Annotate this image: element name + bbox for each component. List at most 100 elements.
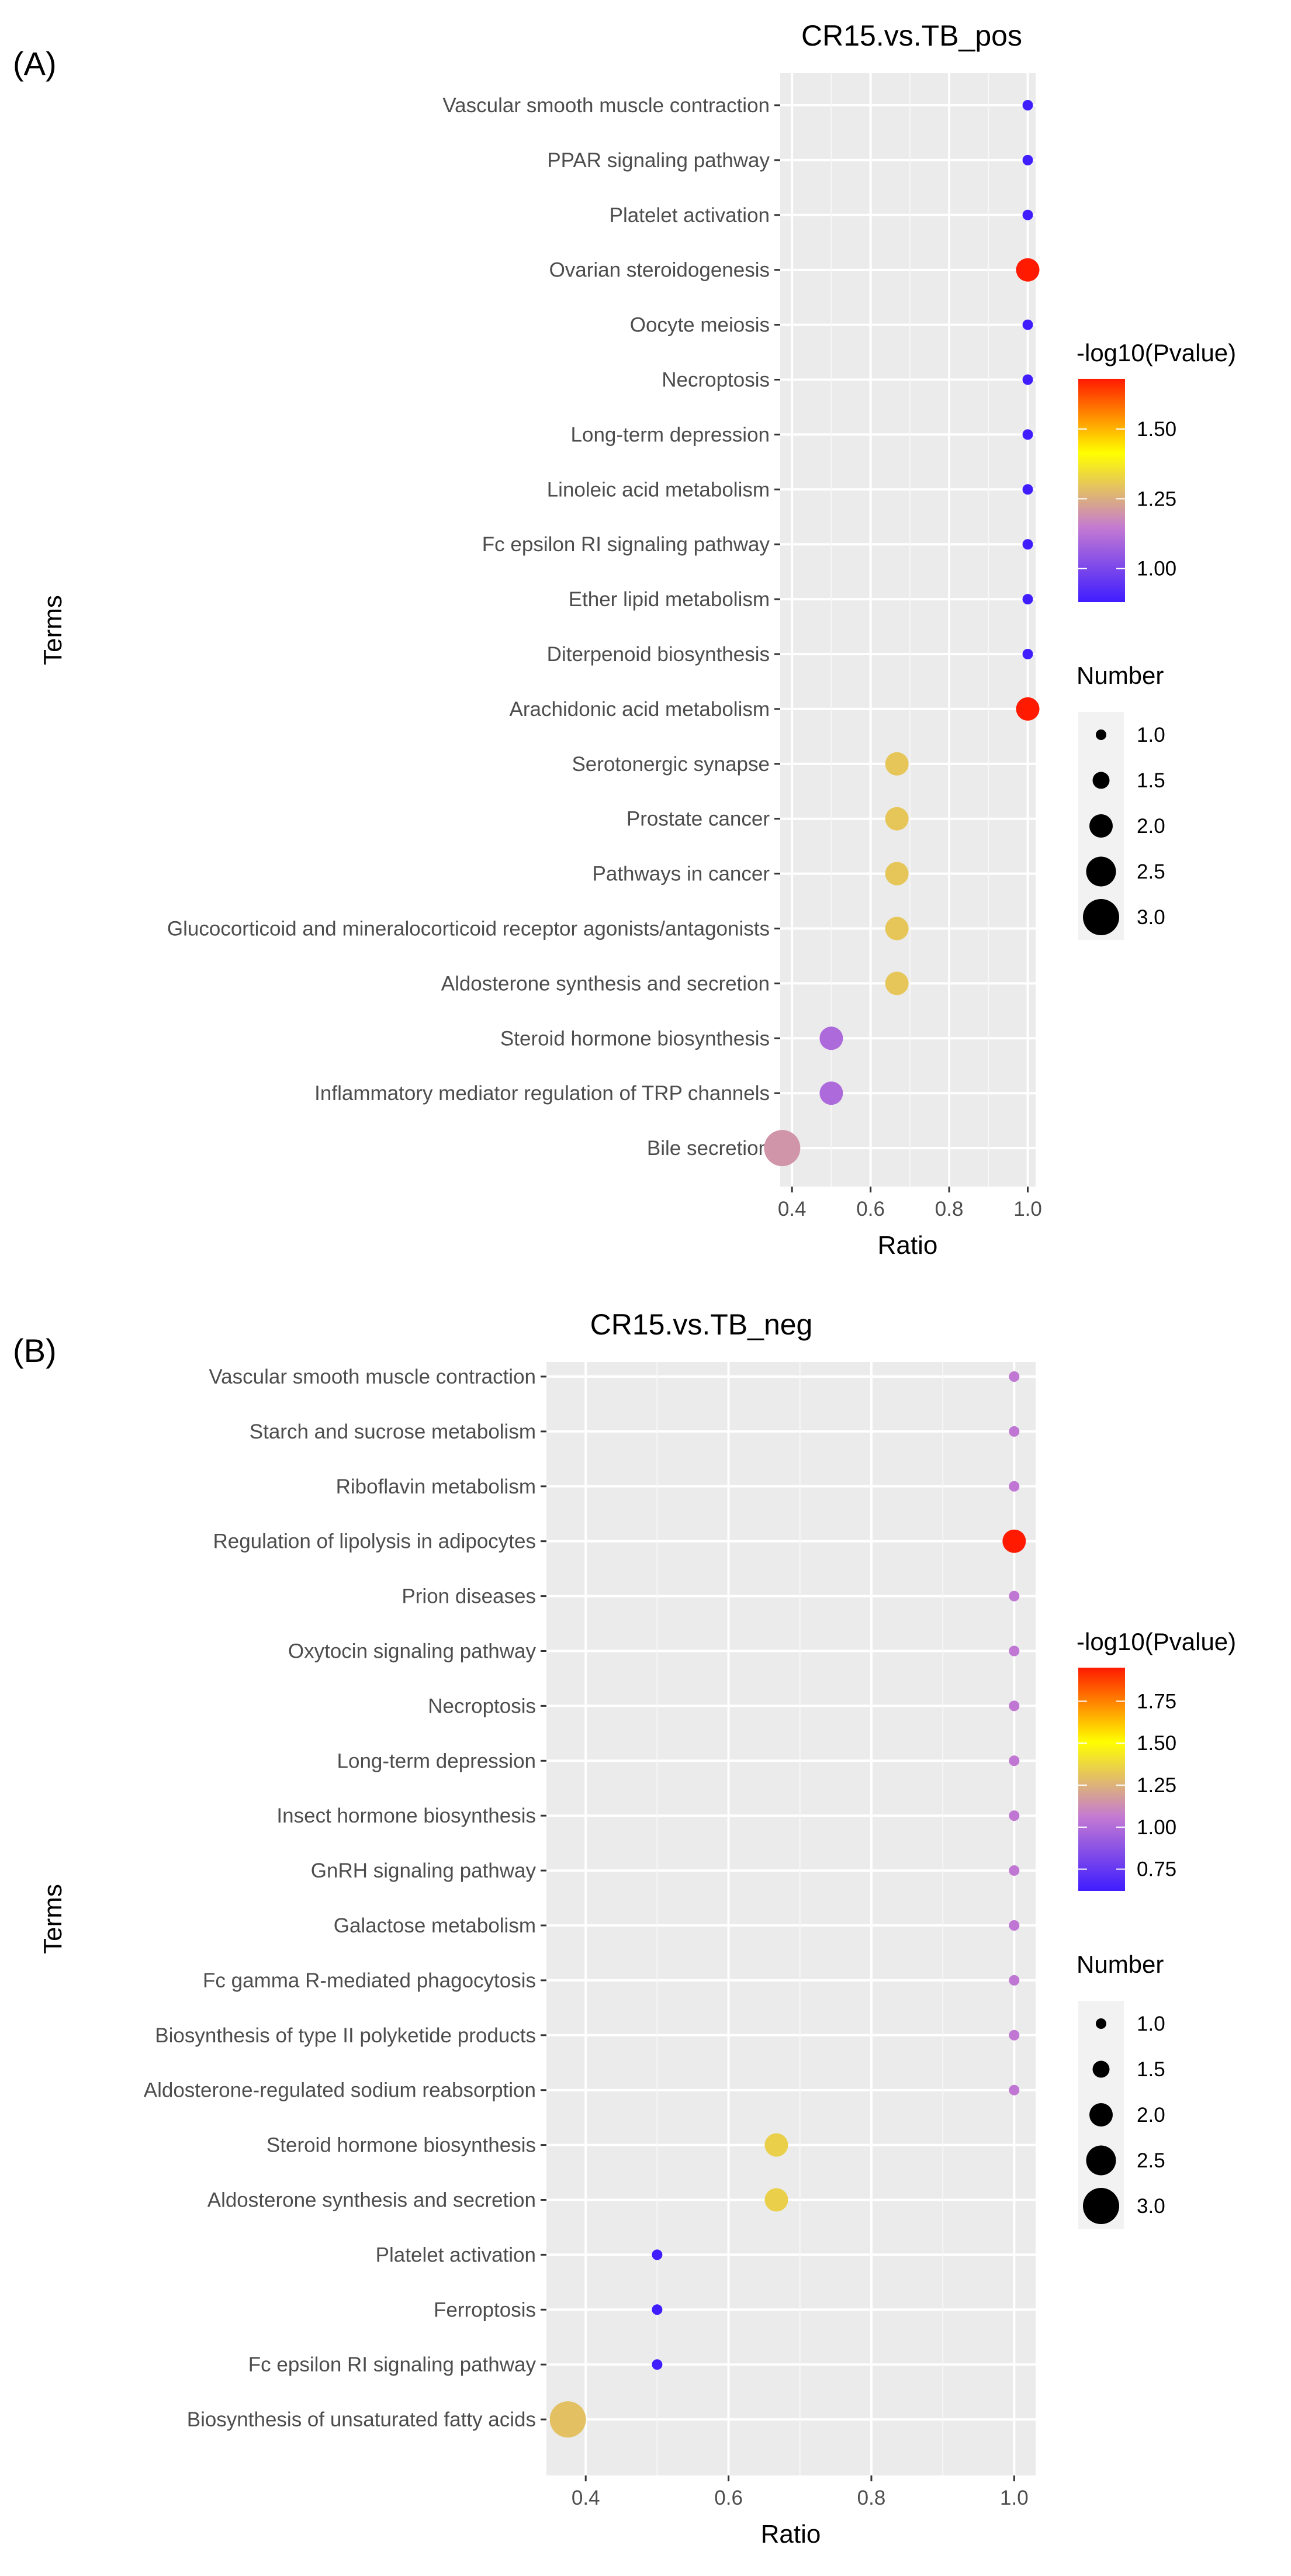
size-key-label: 3.0 <box>1137 906 1165 929</box>
size-legend-title: Number <box>1077 662 1164 689</box>
data-point <box>1016 697 1040 721</box>
size-key-label: 2.5 <box>1137 2149 1165 2172</box>
x-tick-label: 1.0 <box>1013 1198 1042 1220</box>
color-bar <box>1078 1668 1125 1891</box>
data-point <box>764 2133 788 2157</box>
data-point <box>1009 1371 1020 1382</box>
color-legend: -log10(Pvalue) 1.00 1.25 1.50 <box>1077 339 1236 602</box>
x-tick-label: 0.6 <box>714 2487 743 2509</box>
y-tick-label: Riboflavin metabolism <box>336 1475 536 1498</box>
color-bar <box>1078 379 1125 602</box>
data-point <box>1009 1645 1020 1657</box>
chart-title: CR15.vs.TB_neg <box>590 1308 813 1341</box>
y-tick-label: Glucocorticoid and mineralocorticoid rec… <box>167 918 770 941</box>
y-tick-label: Starch and sucrose metabolism <box>250 1420 536 1443</box>
panel-a: (A) CR15.vs.TB_pos Vascular smooth muscl… <box>13 19 1236 1260</box>
x-axis-title: Ratio <box>878 1231 938 1260</box>
size-legend-items: 1.0 1.5 2.0 2.5 3.0 <box>1078 2001 1165 2229</box>
y-tick-label: Vascular smooth muscle contraction <box>209 1365 536 1388</box>
size-legend: Number 1.0 1.5 2.0 2.5 3.0 <box>1077 1951 1165 2229</box>
color-tick-label: 1.25 <box>1137 1774 1176 1797</box>
data-points <box>549 1371 1026 2438</box>
data-point <box>1009 1810 1020 1821</box>
y-tick-label: Serotonergic synapse <box>572 753 770 776</box>
y-tick-label: Linoleic acid metabolism <box>547 478 770 501</box>
size-key-label: 1.5 <box>1137 769 1165 792</box>
size-key-label: 2.0 <box>1137 2104 1165 2127</box>
size-key-dot <box>1089 2103 1113 2127</box>
data-point <box>1009 1426 1020 1437</box>
y-tick-label: Ferroptosis <box>434 2298 536 2321</box>
y-tick-label: Ether lipid metabolism <box>569 588 770 611</box>
size-key-dot <box>1083 2188 1119 2224</box>
size-key-dot <box>1096 729 1106 740</box>
y-tick-label: Inflammatory mediator regulation of TRP … <box>314 1082 770 1105</box>
data-point <box>1022 319 1033 330</box>
y-tick-label: Pathways in cancer <box>593 863 770 886</box>
color-tick-label: 0.75 <box>1137 1858 1176 1881</box>
size-key-dot <box>1092 2060 1110 2078</box>
size-key-label: 1.5 <box>1137 2058 1165 2081</box>
data-point <box>1022 539 1033 550</box>
color-tick-label: 1.25 <box>1137 487 1176 510</box>
data-point <box>549 2401 586 2438</box>
data-point <box>652 2249 663 2260</box>
y-tick-label: Diterpenoid biosynthesis <box>547 643 770 666</box>
y-tick-label: Galactose metabolism <box>334 1914 536 1937</box>
color-legend-ticks: 0.75 1.00 1.25 1.50 1.75 <box>1078 1690 1176 1881</box>
y-tick-label: Insect hormone biosynthesis <box>276 1804 536 1827</box>
color-tick-label: 1.75 <box>1137 1690 1176 1713</box>
data-point <box>819 1026 843 1050</box>
data-point <box>885 971 909 995</box>
x-tick-label: 0.4 <box>778 1198 807 1220</box>
size-legend: Number 1.0 1.5 2.0 2.5 3.0 <box>1077 662 1165 940</box>
size-key-dot <box>1086 2145 1116 2176</box>
data-point <box>1009 2029 1020 2041</box>
y-tick-label: Long-term depression <box>337 1749 536 1772</box>
data-point <box>1022 374 1033 385</box>
data-point <box>764 2188 788 2212</box>
x-tick-label: 0.4 <box>572 2487 600 2509</box>
x-tick-label: 1.0 <box>1000 2487 1029 2509</box>
data-point <box>1016 258 1040 282</box>
chart-title: CR15.vs.TB_pos <box>801 19 1022 52</box>
data-point <box>885 807 909 831</box>
y-tick-label: Vascular smooth muscle contraction <box>442 94 770 117</box>
y-tick-label: GnRH signaling pathway <box>311 1859 537 1882</box>
color-tick-label: 1.50 <box>1137 418 1176 441</box>
data-point <box>1002 1529 1026 1553</box>
y-tick-label: Platelet activation <box>610 204 770 227</box>
data-points <box>764 100 1040 1167</box>
size-key-dot <box>1083 899 1119 935</box>
y-tick-label: Aldosterone synthesis and secretion <box>441 972 770 995</box>
data-point <box>1022 594 1033 605</box>
data-point <box>1022 484 1033 495</box>
plot-background <box>780 73 1036 1187</box>
data-point <box>819 1081 843 1105</box>
y-tick-label: Regulation of lipolysis in adipocytes <box>213 1530 536 1553</box>
axis-ticks: Vascular smooth muscle contraction PPAR s… <box>167 94 1042 1220</box>
data-point <box>1022 100 1033 110</box>
x-axis-title: Ratio <box>761 2520 821 2549</box>
data-point <box>1009 1865 1020 1876</box>
size-legend-items: 1.0 1.5 2.0 2.5 3.0 <box>1078 712 1165 940</box>
x-tick-label: 0.6 <box>856 1198 885 1220</box>
y-tick-label: Steroid hormone biosynthesis <box>266 2134 536 2157</box>
data-point <box>1009 1590 1020 1602</box>
panel-b: (B) CR15.vs.TB_neg Vascular smooth muscl… <box>13 1308 1236 2549</box>
y-tick-label: Bile secretion <box>647 1137 770 1160</box>
data-point <box>652 2304 663 2315</box>
color-legend-title: -log10(Pvalue) <box>1077 1628 1236 1655</box>
size-key-dot <box>1092 772 1110 789</box>
panel-label: (A) <box>13 45 57 82</box>
y-tick-label: Prion diseases <box>402 1585 536 1608</box>
size-key-label: 1.0 <box>1137 2013 1165 2035</box>
data-point <box>885 862 909 886</box>
color-legend-title: -log10(Pvalue) <box>1077 339 1236 366</box>
data-point <box>1009 1975 1020 1986</box>
y-tick-label: Aldosterone-regulated sodium reabsorptio… <box>144 2079 536 2102</box>
y-tick-label: Aldosterone synthesis and secretion <box>207 2189 536 2212</box>
data-point <box>1022 209 1033 220</box>
data-point <box>885 752 909 776</box>
